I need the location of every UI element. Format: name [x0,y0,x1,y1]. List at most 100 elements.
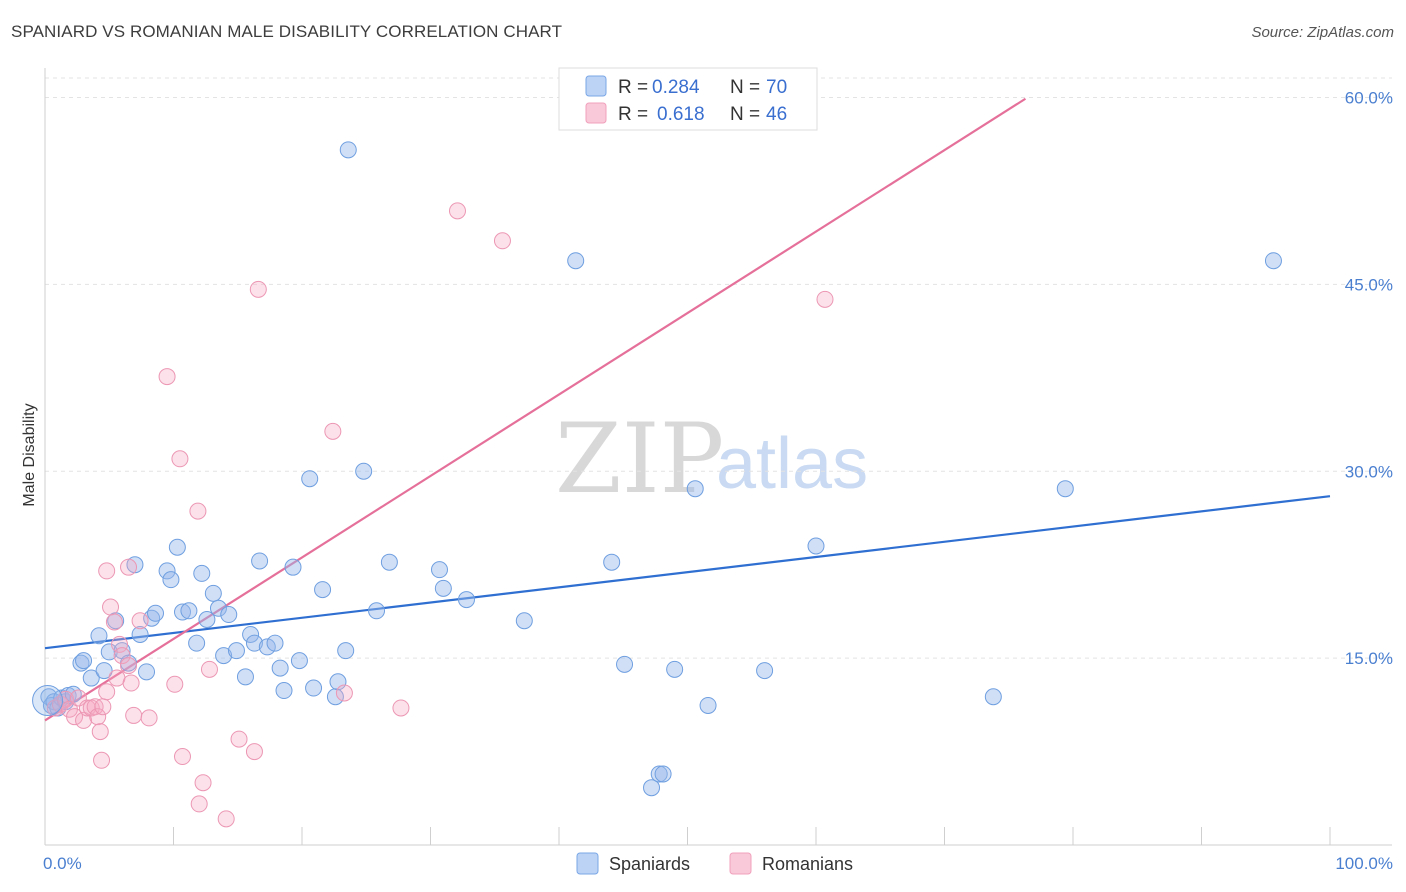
romanian-point [89,708,107,726]
legend-n-label-romanians: N = [730,104,760,125]
romanian-point [189,502,207,520]
romanian-point [120,657,138,675]
legend-r-label-spaniards: R = [618,77,648,98]
romanian-point [122,674,140,692]
bottom-legend-label-romanians: Romanians [762,854,853,874]
romanian-point [448,202,466,220]
x-tick-label: 0.0% [43,854,82,873]
spaniard-point [666,660,684,678]
spaniard-point [430,561,448,579]
spaniard-point [198,611,216,629]
spaniard-point [173,603,191,621]
bottom-legend-swatch-romanians [729,852,752,875]
romanian-point [105,613,123,631]
romanian-point [94,698,112,716]
romanian-trend-line [44,97,1027,722]
romanian-point [108,669,126,687]
spaniard-point [90,627,108,645]
spaniard-point [1264,252,1282,270]
spaniard-point [654,765,672,783]
spaniard-point [236,668,254,686]
romanian-point [245,743,263,761]
spaniard-point [95,662,113,680]
romanian-point [194,774,212,792]
spaniard-point [290,652,308,670]
romanian-point [171,450,189,468]
spaniard-point [603,553,621,571]
spaniard-point [258,638,276,656]
spaniard-point [756,662,774,680]
spaniard-point [75,652,93,670]
romanian-point [66,708,84,726]
spaniard-point [686,480,704,498]
legend-bottom: Spaniards Romanians [576,852,853,875]
spaniard-point [204,584,222,602]
spaniard-point [193,564,211,582]
spaniard-point [567,252,585,270]
romanian-point [140,709,158,727]
spaniard-point [984,688,1002,706]
data-points [32,141,1282,828]
romanian-point [51,695,69,713]
romanian-point [111,635,129,653]
romanian-point [217,810,235,828]
spaniard-cluster-point [32,684,64,716]
spaniard-point [251,552,269,570]
romanian-point [816,290,834,308]
spaniard-point [515,612,533,630]
trend-lines [44,97,1331,722]
bottom-legend-label-spaniards: Spaniards [609,854,690,874]
x-tick-label: 100.0% [1335,854,1393,873]
spaniard-point [158,562,176,580]
spaniard-point [699,696,717,714]
spaniard-trend-line [44,495,1331,650]
spaniard-point [355,462,373,480]
spaniard-point [339,141,357,159]
y-tick-label: 15.0% [1345,649,1393,668]
spaniard-point [326,688,344,706]
spaniard-point [162,571,180,589]
romanian-point [98,562,116,580]
legend-n-value-spaniards: 70 [766,77,787,98]
romanian-point [131,612,149,630]
y-axis-title: Male Disability [21,403,38,506]
spaniard-point [368,602,386,620]
watermark-atlas: atlas [716,424,868,504]
spaniard-point [72,654,90,672]
spaniard-point [643,779,661,797]
spaniard-point [242,625,260,643]
spaniard-point [227,642,245,660]
spaniard-point [266,634,284,652]
romanian-point [324,422,342,440]
romanian-point [173,748,191,766]
romanian-point [230,730,248,748]
spaniard-point [1056,480,1074,498]
romanian-point [113,647,131,665]
spaniard-point [209,599,227,617]
romanian-point [98,683,116,701]
spaniard-point [616,655,634,673]
gridlines [45,77,1392,659]
chart-title: SPANIARD VS ROMANIAN MALE DISABILITY COR… [11,22,563,41]
legend-top: R = 0.284 N = 70 R = 0.618 N = 46 [558,67,818,131]
y-tick-label: 45.0% [1345,275,1393,294]
spaniard-point [380,553,398,571]
spaniard-point [275,682,293,700]
spaniard-point [138,663,156,681]
spaniard-point [305,679,323,697]
spaniard-point [180,602,198,620]
tick-labels: 15.0% 30.0% 45.0% 60.0% 0.0% 100.0% [43,89,1393,874]
spaniard-point [434,579,452,597]
romanian-point [125,706,143,724]
legend-n-label-spaniards: N = [730,77,760,98]
legend-n-value-romanians: 46 [766,104,787,125]
spaniard-point [168,538,186,556]
romanian-point [91,723,109,741]
romanian-point [158,368,176,386]
romanian-point [120,558,138,576]
spaniard-point [337,642,355,660]
spaniard-point [457,591,475,609]
spaniard-point [245,634,263,652]
spaniard-point [220,606,238,624]
